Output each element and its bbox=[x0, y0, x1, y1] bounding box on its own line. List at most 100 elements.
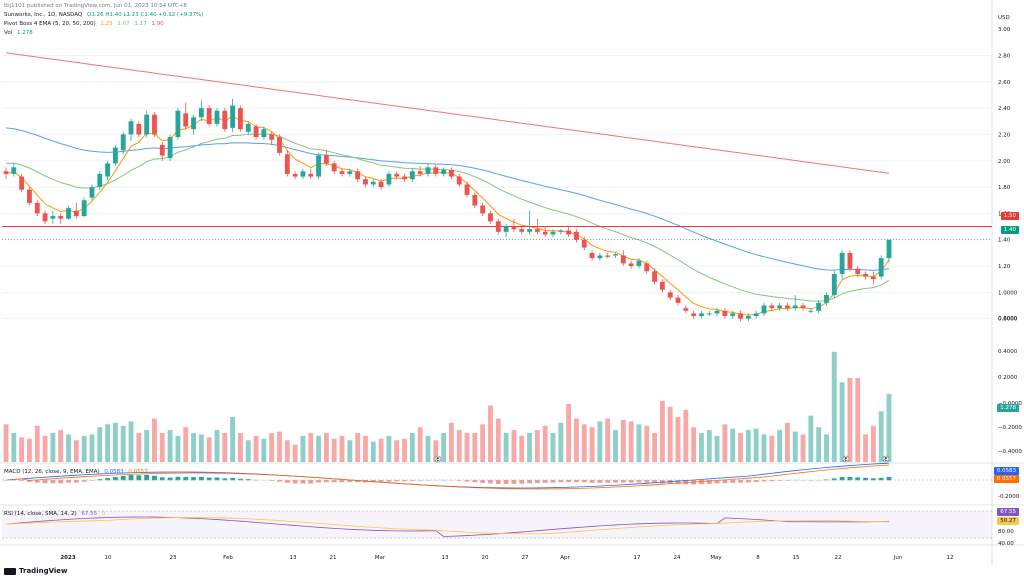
macd-histogram-bar bbox=[323, 480, 329, 483]
volume-bar bbox=[878, 411, 884, 462]
volume-bar bbox=[722, 424, 728, 462]
macd-label[interactable]: MACD (12, 26, close, 9, EMA, EMA) bbox=[4, 469, 100, 475]
volume-bar bbox=[198, 434, 204, 462]
time-tick-label: 21 bbox=[330, 555, 337, 561]
volume-bar bbox=[870, 425, 876, 462]
macd-tick-label: -0.2000 bbox=[998, 494, 1020, 500]
volume-bar bbox=[425, 435, 431, 462]
candle-body bbox=[261, 129, 267, 138]
price-tick-label: 0.8000 bbox=[998, 317, 1018, 323]
candle-body bbox=[222, 110, 228, 130]
candle-body bbox=[675, 297, 681, 303]
macd-histogram-bar bbox=[34, 480, 40, 483]
macd-histogram-bar bbox=[730, 480, 736, 483]
volume-bar bbox=[464, 433, 470, 462]
candle-body bbox=[245, 123, 251, 132]
volume-bar bbox=[3, 424, 9, 462]
candle-body bbox=[761, 305, 767, 314]
volume-bar bbox=[191, 433, 196, 462]
price-tick-label: 3.00 bbox=[998, 27, 1011, 33]
macd-histogram-bar bbox=[613, 480, 618, 483]
vol-label[interactable]: Vol bbox=[4, 30, 13, 36]
volume-bar bbox=[34, 425, 40, 462]
candle-body bbox=[433, 167, 439, 174]
candle-body bbox=[58, 216, 64, 219]
macd-histogram-bar bbox=[50, 480, 56, 484]
volume-tag: 1.278 bbox=[997, 404, 1019, 412]
candle-body bbox=[628, 263, 634, 267]
macd-histogram-bar bbox=[144, 474, 150, 481]
macd-histogram-bar bbox=[675, 480, 681, 485]
rsi-label[interactable]: RSI (14, close, SMA, 14, 2) bbox=[4, 511, 77, 517]
tradingview-brand: TradingView bbox=[19, 567, 68, 575]
macd-histogram-bar bbox=[175, 476, 181, 481]
candle-body bbox=[66, 208, 71, 219]
time-tick-label: 24 bbox=[674, 555, 681, 561]
volume-bar bbox=[597, 421, 603, 462]
volume-bar bbox=[706, 430, 712, 462]
volume-bar bbox=[363, 435, 368, 462]
macd-histogram-bar bbox=[769, 480, 775, 482]
volume-bar bbox=[448, 422, 454, 462]
macd-histogram-bar bbox=[191, 477, 196, 481]
candle-body bbox=[198, 108, 204, 118]
volume-bar bbox=[339, 435, 345, 462]
candle-body bbox=[784, 305, 790, 309]
volume-bar bbox=[331, 438, 337, 462]
volume-bar bbox=[534, 430, 540, 462]
time-tick-label: May bbox=[710, 555, 722, 561]
vol-value: 1.278 bbox=[16, 30, 33, 36]
candle-body bbox=[112, 147, 118, 164]
time-tick-label: 27 bbox=[522, 555, 529, 561]
candle-body bbox=[745, 316, 751, 319]
time-tick-label: 13 bbox=[442, 555, 449, 561]
volume-bar bbox=[667, 406, 673, 462]
candle-body bbox=[284, 154, 290, 174]
candle-body bbox=[191, 117, 196, 130]
macd-histogram-bar bbox=[761, 480, 767, 482]
macd-histogram-bar bbox=[714, 480, 720, 484]
macd-histogram-bar bbox=[27, 480, 32, 482]
macd-histogram-bar bbox=[128, 475, 134, 481]
price-tick-label: 2.00 bbox=[998, 159, 1011, 165]
macd-histogram-bar bbox=[589, 480, 595, 483]
candle-body bbox=[81, 200, 87, 217]
candle-body bbox=[667, 292, 673, 298]
macd-histogram-bar bbox=[120, 475, 126, 481]
candle-body bbox=[159, 144, 165, 156]
rsi-tick-label: 40.00 bbox=[998, 541, 1014, 547]
candle-body bbox=[175, 110, 181, 138]
volume-bar bbox=[691, 427, 697, 462]
macd-histogram-bar bbox=[355, 480, 361, 483]
volume-bar bbox=[659, 401, 665, 462]
macd-histogram-bar bbox=[831, 478, 837, 481]
symbol-name[interactable]: Sunworks, Inc., 1D, NASDAQ bbox=[4, 12, 83, 18]
price-tick-label: 1.80 bbox=[998, 185, 1011, 191]
volume-bar bbox=[675, 417, 681, 462]
macd-histogram-bar bbox=[870, 478, 876, 481]
volume-bar bbox=[417, 427, 423, 462]
ema-label[interactable]: Pivot Boss 4 EMA (5, 20, 50, 200) bbox=[4, 21, 96, 27]
macd-histogram-bar bbox=[167, 477, 173, 481]
candle-body bbox=[441, 169, 447, 174]
candle-body bbox=[89, 187, 95, 198]
volume-bar bbox=[863, 434, 868, 462]
volume-bar bbox=[511, 430, 517, 462]
volume-bar bbox=[370, 441, 376, 462]
volume-bar bbox=[269, 433, 275, 462]
candle-body bbox=[300, 171, 306, 177]
macd-histogram-bar bbox=[542, 480, 548, 483]
candle-body bbox=[136, 123, 142, 135]
volume-bar bbox=[394, 440, 400, 462]
macd-v1: 0.0583 bbox=[104, 469, 124, 475]
volume-bar bbox=[175, 435, 181, 462]
tradingview-logo-icon bbox=[4, 567, 16, 575]
volume-bar bbox=[488, 405, 493, 462]
scale-tick-label: 0.6000 bbox=[998, 316, 1018, 322]
tradingview-logo[interactable]: TradingView bbox=[4, 567, 68, 575]
volume-bar bbox=[761, 434, 767, 462]
macd-signal-line bbox=[5, 464, 890, 490]
volume-bar bbox=[652, 433, 657, 462]
macd-histogram-bar bbox=[300, 480, 306, 484]
